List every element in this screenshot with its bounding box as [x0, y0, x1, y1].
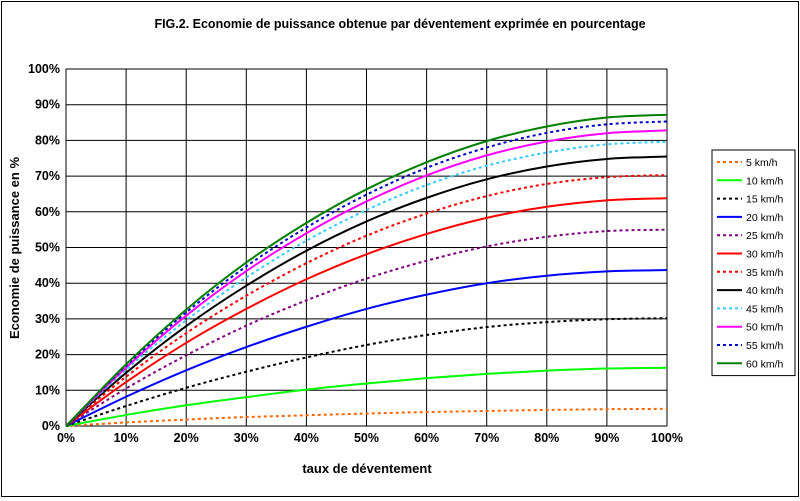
legend-label: 45 km/h — [746, 303, 784, 315]
legend-label: 60 km/h — [746, 358, 784, 370]
legend-label: 25 km/h — [746, 230, 784, 242]
y-tick-label: 90% — [35, 98, 60, 112]
series-line — [65, 174, 668, 427]
legend-label: 40 km/h — [746, 285, 784, 297]
y-tick-label: 10% — [35, 383, 60, 397]
series-line — [65, 407, 668, 427]
y-tick-label: 100% — [28, 62, 60, 76]
series-line — [65, 129, 668, 427]
legend-label: 50 km/h — [746, 322, 784, 334]
legend-label: 30 km/h — [746, 249, 784, 261]
legend-box — [711, 149, 796, 377]
x-tick-label: 0% — [57, 431, 75, 445]
legend-label: 15 km/h — [746, 194, 784, 206]
legend-label: 5 km/h — [746, 157, 778, 169]
legend-label: 55 km/h — [746, 340, 784, 352]
y-tick-label: 30% — [35, 312, 60, 326]
x-axis-label: taux de déventement — [302, 461, 432, 476]
x-tick-label: 10% — [114, 431, 139, 445]
series-line — [65, 366, 668, 427]
legend-label: 35 km/h — [746, 267, 784, 279]
y-tick-label: 70% — [35, 169, 60, 183]
x-tick-label: 30% — [234, 431, 259, 445]
y-tick-label: 50% — [35, 241, 60, 255]
x-tick-label: 100% — [651, 431, 683, 445]
x-tick-label: 70% — [474, 431, 499, 445]
legend-label: 10 km/h — [746, 175, 784, 187]
y-tick-label: 20% — [35, 348, 60, 362]
series-line — [65, 155, 668, 427]
x-tick-label: 90% — [594, 431, 619, 445]
series-line — [65, 268, 668, 427]
y-tick-label: 0% — [42, 419, 60, 433]
series-line — [65, 120, 668, 427]
legend: 5 km/h 10 km/h 15 km/h 20 km/h 25 km/h 30 km/… — [711, 149, 796, 377]
y-tick-label: 40% — [35, 276, 60, 290]
x-tick-label: 50% — [354, 431, 379, 445]
series-line — [65, 197, 668, 427]
series-layer — [65, 113, 668, 427]
x-tick-label: 40% — [294, 431, 319, 445]
legend-label: 20 km/h — [746, 212, 784, 224]
chart-title: FIG.2. Economie de puissance obtenue par… — [154, 17, 645, 31]
y-axis-label: Economie de puissance en % — [7, 157, 22, 339]
x-tick-label: 80% — [534, 431, 559, 445]
y-tick-label: 80% — [35, 133, 60, 147]
y-tick-label: 60% — [35, 205, 60, 219]
series-line — [65, 140, 668, 427]
series-line — [65, 317, 668, 427]
x-tick-label: 20% — [174, 431, 199, 445]
series-line — [65, 113, 668, 427]
x-tick-label: 60% — [414, 431, 439, 445]
tick-labels: 0% 10% 20% 30% 40% 50% 60% 70% 80% 90% 100% 0% 10% 20… — [28, 62, 683, 445]
